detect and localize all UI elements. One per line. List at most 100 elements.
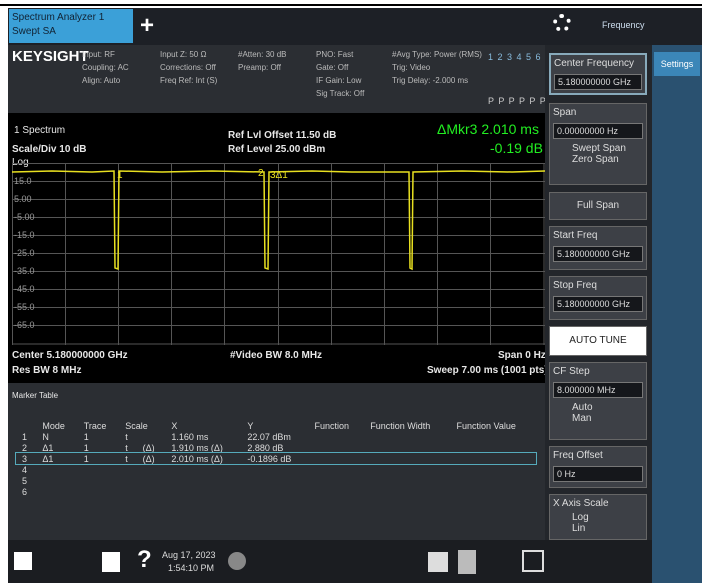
column-header: Scale (125, 420, 148, 431)
settings-tab[interactable]: Settings (654, 52, 700, 76)
marker-row: 5 (16, 475, 536, 486)
tab-title: Spectrum Analyzer 1 (12, 12, 105, 23)
cell: 2 (22, 442, 28, 453)
delta-marker: ΔMkr3 2.010 ms (437, 121, 539, 137)
value: 8.000000 MHz (553, 382, 643, 398)
label: Center Frequency (554, 58, 635, 69)
column-header: X (171, 420, 178, 431)
header-field: Coupling: AC (82, 63, 129, 72)
status-header (8, 45, 545, 113)
label: Span (553, 107, 577, 118)
value: 5.180000000 GHz (553, 296, 643, 312)
value: 5.180000000 GHz (554, 74, 642, 90)
cell: 4 (22, 464, 28, 475)
ref-offset: Ref Lvl Offset 11.50 dB (228, 130, 337, 141)
marker-row: 2 Δ1 1 t (Δ) 1.910 ms (Δ) 2.880 dB (16, 442, 536, 453)
column-header: Y (247, 420, 254, 431)
res-bw: Res BW 8 MHz (12, 365, 82, 376)
softkey[interactable]: Full Span (549, 192, 647, 220)
file-icon[interactable] (102, 552, 120, 572)
column-header: Function Width (370, 420, 431, 431)
softkey[interactable]: Start Freq 5.180000000 GHz (549, 226, 647, 270)
header-field: Trig: Video (392, 63, 431, 72)
keypad-icon[interactable] (428, 552, 448, 572)
header-field: Align: Auto (82, 76, 121, 85)
option: Man (572, 413, 592, 424)
y-tick-label: -45.0 (14, 284, 35, 294)
softkey[interactable]: CF Step 8.000000 MHz Auto Man (549, 362, 647, 440)
cell: 1 (83, 431, 89, 442)
help[interactable]: ? (137, 546, 152, 573)
cell: (Δ) (142, 453, 155, 464)
header-field: Input: RF (82, 50, 115, 59)
softkey[interactable]: X Axis Scale Log Lin (549, 494, 647, 540)
cell: 6 (22, 486, 28, 497)
column-header: Mode (42, 420, 65, 431)
fullscreen-icon[interactable] (522, 550, 544, 572)
settings-icon[interactable] (553, 14, 571, 32)
tab[interactable]: Spectrum Analyzer 1 Swept SA (9, 9, 133, 43)
label: CF Step (553, 366, 590, 377)
marker-row: 6 (16, 486, 536, 497)
label: Stop Freq (553, 280, 597, 291)
header-field: Preamp: Off (238, 63, 281, 72)
marker-label: 1 (117, 170, 123, 181)
trace (12, 170, 545, 271)
label: Freq Offset (553, 450, 603, 461)
marker-label: 2 (258, 168, 264, 179)
video-bw: #Video BW 8.0 MHz (230, 350, 323, 361)
y-tick-label: -55.0 (14, 302, 35, 312)
option: Lin (572, 523, 586, 534)
cell (16, 420, 36, 431)
cell: 1 (83, 442, 89, 453)
add-tab[interactable]: + (140, 12, 155, 39)
softkey[interactable]: Center Frequency 5.180000000 GHz (549, 53, 647, 95)
y-tick-label: -15.0 (14, 230, 35, 240)
menu-frequency[interactable]: Frequency (602, 20, 645, 30)
sweep: Sweep 7.00 ms (1001 pts) (427, 365, 548, 376)
marker-table: Mode Trace Scale X Y Function Function Width Fu… (15, 420, 537, 497)
header-field: IF Gain: Low (316, 76, 362, 85)
y-tick-label: 15.0 (14, 176, 32, 186)
value: 0.00000000 Hz (553, 123, 643, 139)
app-icon[interactable] (228, 552, 246, 570)
marker-panel (8, 383, 545, 540)
marker-label: 3Δ1 (270, 170, 288, 181)
graticule (12, 163, 545, 345)
label: Start Freq (553, 230, 598, 241)
cell: 1.910 ms (Δ) (171, 442, 223, 453)
cell: t (125, 431, 128, 442)
softkey[interactable]: Freq Offset 0 Hz (549, 446, 647, 488)
start-icon[interactable] (14, 552, 32, 570)
softkey[interactable]: Stop Freq 5.180000000 GHz (549, 276, 647, 320)
softkey[interactable]: Span 0.00000000 Hz Swept Span Zero Span (549, 103, 647, 185)
grid (12, 163, 545, 345)
cell: 22.07 dBm (247, 431, 291, 442)
y-tick-label: -5.00 (14, 212, 35, 222)
header-field: Trig Delay: -2.000 ms (392, 76, 469, 85)
cell: t (125, 442, 128, 453)
cell: 1.160 ms (171, 431, 209, 442)
cell: N (42, 431, 49, 442)
cell: 1 (83, 453, 89, 464)
column-header: Trace (83, 420, 107, 431)
cell: 5 (22, 475, 28, 486)
touch-icon[interactable] (458, 550, 476, 574)
cell: Δ1 (42, 453, 54, 464)
cell: t (125, 453, 128, 464)
plot-area (8, 113, 545, 383)
header-field: Input Z: 50 Ω (160, 50, 207, 59)
header-field: Gate: Off (316, 63, 349, 72)
header-field: Freq Ref: Int (S) (160, 76, 218, 85)
softkey[interactable]: AUTO TUNE (549, 326, 647, 356)
tab-subtitle: Swept SA (12, 26, 56, 37)
cell: 2.010 ms (Δ) (171, 453, 223, 464)
option: Auto (572, 402, 593, 413)
option: Zero Span (572, 154, 619, 165)
header-field: #Atten: 30 dB (238, 50, 287, 59)
header-field: PNO: Fast (316, 50, 354, 59)
label: X Axis Scale (553, 498, 609, 509)
cell (137, 431, 166, 442)
detectors: P P P P P P (488, 96, 547, 106)
